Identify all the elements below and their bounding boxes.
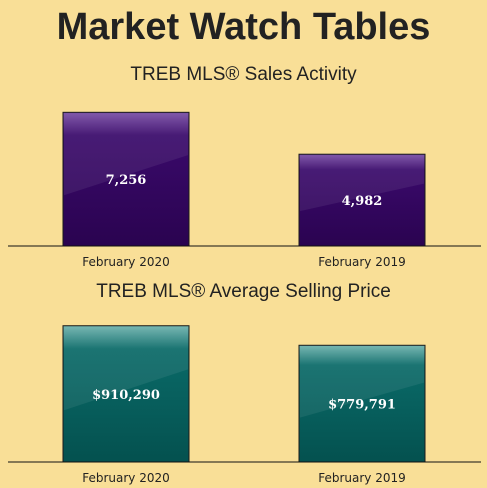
category-label-february-2020: February 2020 (82, 255, 170, 269)
chart-title-sales-activity: TREB MLS® Sales Activity (130, 64, 357, 85)
chart-title-average-price: TREB MLS® Average Selling Price (96, 281, 391, 302)
bar-sheen (300, 346, 424, 418)
average-price-chart: $910,290 February 2020 $779,791 February 20… (8, 325, 481, 485)
bar-february-2019 (298, 153, 426, 247)
sales-activity-chart: 7,256 February 2020 4,982 February 2019 (8, 111, 481, 269)
bar-sheen (64, 113, 188, 196)
category-label-february-2019: February 2019 (318, 255, 406, 269)
value-label-february-2019: 4,982 (342, 194, 383, 209)
value-label-february-2020: 7,256 (106, 173, 147, 188)
bar-february-2020 (62, 325, 190, 463)
category-label-february-2019: February 2019 (318, 471, 406, 485)
page-title: Market Watch Tables (56, 6, 431, 48)
bar-sheen (300, 155, 424, 212)
value-label-february-2020: $910,290 (92, 388, 160, 403)
bar-february-2020 (62, 111, 190, 247)
category-label-february-2020: February 2020 (82, 471, 170, 485)
bar-sheen (64, 326, 188, 411)
bar-february-2019 (298, 344, 426, 463)
value-label-february-2019: $779,791 (328, 398, 396, 413)
